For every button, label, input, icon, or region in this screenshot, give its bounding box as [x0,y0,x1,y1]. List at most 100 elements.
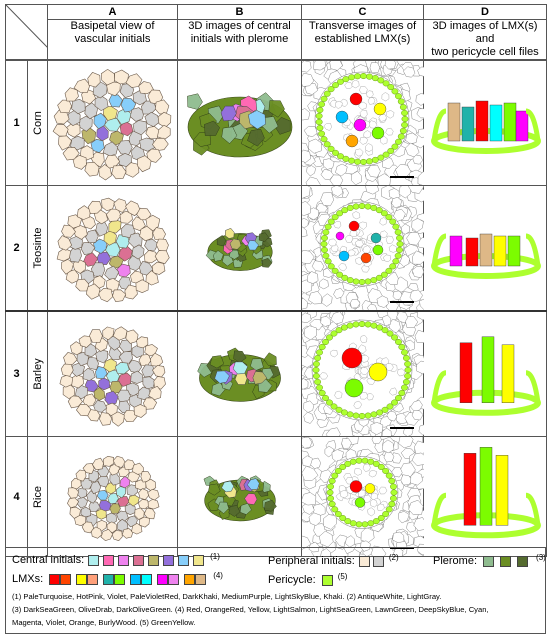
pericycle-cell [328,501,336,508]
tissue-cell [331,449,344,463]
pericycle-cell [380,210,388,217]
pericycle-cell [402,378,410,385]
stele-cell [385,235,394,244]
stele-cell [359,335,368,344]
tissue-cell [319,278,329,290]
pericycle-cell [390,495,397,502]
legend-plerome-swatches [483,555,534,567]
tissue-cell [398,186,411,199]
pericycle-cell [399,104,407,111]
tissue-cell [416,108,424,119]
cell-shape [68,236,83,250]
cell-shape [138,81,154,95]
cell-shape [86,490,98,504]
pericycle-cell [390,483,397,490]
pericycle-cell [327,145,335,152]
stele-cell [354,239,364,248]
stele-cell [386,110,395,119]
pericycle-cell [366,73,373,80]
col-title-d-line1: 3D images of LMX(s) and [432,20,538,45]
row-species: Teosinte [27,185,48,312]
tissue-cell [367,303,378,310]
central-initial-cell [232,361,249,375]
pericycle-cell [382,511,390,518]
panel-b [177,436,302,557]
pericycle-cell [331,214,339,221]
pericycle-cell [370,322,378,329]
legend-lmx-ref: (4) [213,570,223,580]
tissue-cell [410,471,423,486]
central-initials-3d-image [203,475,277,522]
stele-cell [365,143,373,152]
pericycle-cell [322,338,329,346]
pericycle-cell [397,98,405,105]
pericycle-wall [431,370,447,404]
color-swatch [88,554,100,566]
tissue-cell [302,492,317,506]
tissue-cell [303,400,315,413]
plerome-cell [221,126,238,144]
tissue-cell [302,108,311,121]
cell-shape [108,347,122,361]
plerome-cell [216,235,227,247]
pericycle-cell [327,495,334,502]
pericycle-cell [401,115,409,123]
stele-cell [329,349,338,358]
lmx-cell [349,480,363,493]
pericycle-cell [388,501,396,508]
cell-shape [151,261,166,275]
cell-shape [77,496,88,509]
pericycle-cell [337,153,344,160]
pericycle-cell [342,155,350,162]
color-swatch [133,554,145,566]
image-rows-table: 1 Corn 2 Teosinte 3 Barley 4 Rice [5,60,547,557]
cell-shape [85,229,99,244]
pericycle-cell [371,156,379,163]
tissue-cell [313,503,326,517]
cell-shape [147,498,160,510]
tissue-cell [302,378,309,390]
pericycle-cell [315,112,323,120]
basipetal-view-image [67,455,160,542]
figure-row: 4 Rice [5,436,547,557]
col-title-b: 3D images of central initials with plerom… [177,19,302,60]
pericycle-cell [332,82,339,89]
pericycle-cell [385,472,393,479]
tissue-cell [413,517,424,531]
pericycle-cell [320,240,328,248]
pericycle-cell [396,246,403,253]
pericycle-cell [352,321,360,328]
cell-shape [102,455,115,467]
pericycle-cell [382,151,390,158]
transverse-section-image [302,437,424,556]
plerome-cell [228,505,241,517]
pericycle-cell [382,467,390,474]
pericycle-cell [340,409,348,416]
pericycle-cell [376,324,384,331]
stele-cell [358,489,366,498]
pericycle-cell [323,90,331,97]
lmx-cell [353,118,367,132]
cell-shape [146,148,162,163]
row-species-label: Teosinte [31,227,44,269]
cell-shape [65,269,80,284]
pericycle-cell [348,74,356,81]
tissue-cell [302,312,312,323]
pericycle-cell [386,330,394,337]
pericycle-cell [340,324,348,331]
pericycle-cell [399,127,407,134]
lmx-file [461,106,475,142]
pericycle-cell [324,258,332,265]
stele-cell [377,503,385,511]
tissue-cell [323,158,335,170]
cell-shape [69,506,81,519]
pericycle-cell [358,412,366,420]
tissue-cell [385,300,400,310]
pericycle-cell [331,506,339,513]
col-letter-d: D [423,4,547,20]
cell-shape [111,530,123,542]
col-title-b-line2: initials with plerome [190,33,289,45]
stele-cell [351,79,360,89]
cell-shape [92,457,104,471]
color-swatch [195,573,207,585]
